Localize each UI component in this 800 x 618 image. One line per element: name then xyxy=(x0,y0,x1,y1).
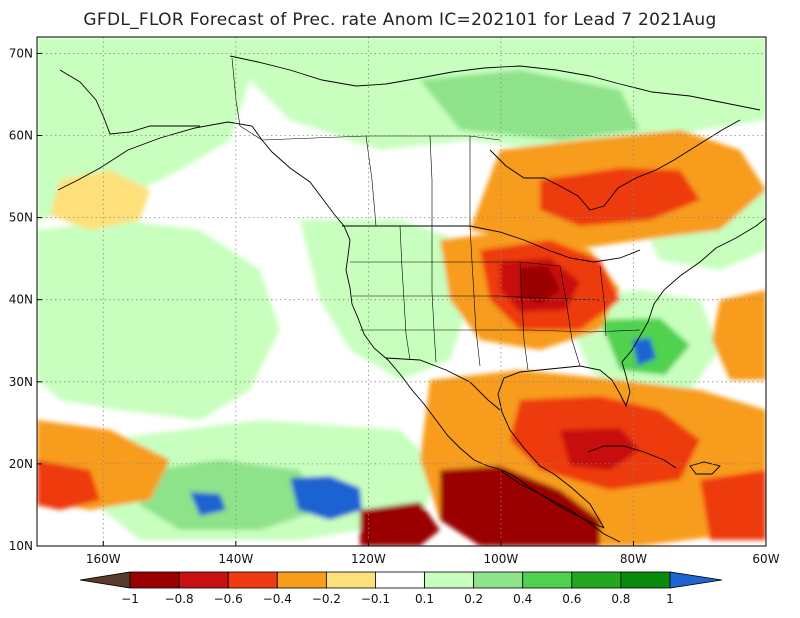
state-line-4 xyxy=(350,261,561,267)
field-blue-pacific-2 xyxy=(190,492,226,516)
colorbar-swatch xyxy=(227,571,278,589)
lon-tick-label: 80W xyxy=(620,552,647,566)
colorbar-label: 0.4 xyxy=(513,592,532,606)
arctic-coastline xyxy=(229,55,761,111)
field-red-ontario xyxy=(540,168,700,226)
field-brown-mexico xyxy=(440,466,600,546)
colorbar-label: −1 xyxy=(121,592,139,606)
lat-tick-label: 70N xyxy=(9,46,33,60)
field-brown-east-pacific xyxy=(360,502,440,546)
province-line-4 xyxy=(261,135,501,141)
cuba-coastline xyxy=(587,445,677,469)
state-line-6 xyxy=(360,329,641,333)
state-line-5 xyxy=(352,295,601,301)
latlon-grid xyxy=(37,37,766,546)
field-yellow-gulf-alaska xyxy=(50,170,150,230)
lat-tick-label: 10N xyxy=(9,539,33,553)
colorbar-swatch xyxy=(325,571,376,589)
state-line-7 xyxy=(519,261,529,371)
lat-tick-label: 30N xyxy=(9,375,33,389)
colorbar-right-arrow xyxy=(669,571,723,589)
colorbar-swatch xyxy=(276,571,327,589)
state-line-8 xyxy=(559,265,581,367)
map-frame xyxy=(36,36,767,547)
colorbar-swatch xyxy=(375,571,425,589)
longitude-ticks: 160W 140W 120W 100W 80W 60W xyxy=(86,541,780,566)
gulf-coastline xyxy=(497,217,766,529)
alaska-west-coastline xyxy=(59,69,200,135)
field-green-pacific xyxy=(37,220,280,420)
hispaniola-coastline xyxy=(689,461,721,475)
field-red-hawaii-region xyxy=(37,460,100,510)
colorbar-label: 0.6 xyxy=(562,592,581,606)
lon-tick-label: 100W xyxy=(484,552,519,566)
colorbar-swatch xyxy=(178,571,229,589)
us-mexico-border xyxy=(385,357,501,411)
state-line-1 xyxy=(399,225,411,361)
field-red-sw-atlantic xyxy=(700,470,766,540)
lon-tick-label: 60W xyxy=(752,552,779,566)
latitude-ticks: 70N 60N 50N 40N 30N 20N 10N xyxy=(9,46,42,553)
colorbar-swatch xyxy=(473,571,524,589)
colorbar-label: −0.4 xyxy=(263,592,292,606)
state-line-2 xyxy=(431,226,437,363)
lat-tick-label: 20N xyxy=(9,457,33,471)
colorbar-swatch xyxy=(571,571,622,589)
field-brown-iowa xyxy=(520,266,560,304)
colorbar: −1 −0.8 −0.6 −0.4 −0.2 −0.1 0.1 0.2 0.4 0.6 0.8 1 xyxy=(79,571,723,606)
lon-tick-label: 140W xyxy=(218,552,253,566)
colorbar-label: 0.8 xyxy=(611,592,630,606)
colorbar-label: 1 xyxy=(666,592,674,606)
hudson-bay-coastline xyxy=(489,119,741,211)
colorbar-label: 0.1 xyxy=(415,592,434,606)
lat-tick-label: 40N xyxy=(9,293,33,307)
colorbar-swatch xyxy=(620,571,671,589)
lat-tick-label: 60N xyxy=(9,129,33,143)
colorbar-swatch xyxy=(522,571,573,589)
colorbar-label: −0.2 xyxy=(312,592,341,606)
field-orange-atlantic xyxy=(712,290,766,380)
lat-tick-label: 50N xyxy=(9,211,33,225)
colorbar-label: −0.6 xyxy=(214,592,243,606)
colorbar-label: 0.2 xyxy=(464,592,483,606)
central-america-coastline xyxy=(499,469,621,543)
colorbar-left-arrow xyxy=(79,571,131,589)
field-darkred-gulf xyxy=(560,428,640,470)
lon-tick-label: 160W xyxy=(86,552,121,566)
colorbar-swatch xyxy=(424,571,475,589)
colorbar-label: −0.1 xyxy=(361,592,390,606)
colorbar-label: −0.8 xyxy=(165,592,194,606)
field-mgreen-tropics xyxy=(140,460,320,530)
field-blue-east-pacific xyxy=(290,476,362,520)
alaska-canada-border xyxy=(231,57,263,141)
map-title: GFDL_FLOR Forecast of Prec. rate Anom IC… xyxy=(83,10,717,30)
field-blue-carolina xyxy=(632,338,656,366)
us-canada-border xyxy=(342,225,641,263)
lon-tick-label: 120W xyxy=(351,552,386,566)
province-line-2 xyxy=(429,135,433,226)
field-mgreen-north xyxy=(420,70,640,140)
anomaly-field-layer xyxy=(37,37,766,546)
colorbar-swatch xyxy=(129,571,180,589)
